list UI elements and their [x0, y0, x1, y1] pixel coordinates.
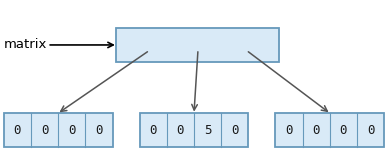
Text: 0: 0	[95, 124, 103, 137]
FancyBboxPatch shape	[4, 113, 113, 147]
Text: 0: 0	[312, 124, 320, 137]
FancyBboxPatch shape	[116, 28, 279, 62]
Text: 0: 0	[340, 124, 347, 137]
Text: 0: 0	[149, 124, 157, 137]
FancyBboxPatch shape	[275, 113, 384, 147]
Text: 0: 0	[177, 124, 184, 137]
Text: 0: 0	[231, 124, 239, 137]
Text: 0: 0	[14, 124, 21, 137]
Text: 0: 0	[367, 124, 374, 137]
FancyBboxPatch shape	[140, 113, 248, 147]
Text: matrix: matrix	[4, 38, 113, 51]
Text: 0: 0	[68, 124, 76, 137]
Text: 0: 0	[41, 124, 48, 137]
Text: 0: 0	[285, 124, 293, 137]
Text: 5: 5	[204, 124, 211, 137]
